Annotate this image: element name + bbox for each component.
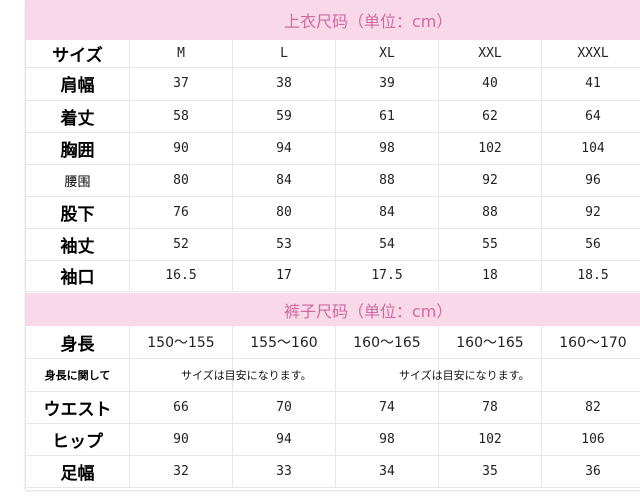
table-cell: 84 — [336, 196, 439, 228]
table-cell: M — [130, 40, 233, 67]
table-cell: 98 — [336, 132, 439, 164]
table-cell — [130, 358, 233, 391]
row-label: 身長に関して — [26, 358, 130, 391]
row-label: 身長 — [26, 326, 130, 358]
table-cell: 94 — [233, 132, 336, 164]
row-label: 足幅 — [26, 455, 130, 487]
table-row: サイズ M L XL XXL XXXL — [26, 40, 640, 68]
table-cell — [439, 358, 542, 391]
table-cell: 104 — [542, 132, 640, 164]
table-cell: 35 — [439, 455, 542, 487]
table-cell: 34 — [336, 455, 439, 487]
table-cell: 82 — [542, 391, 640, 423]
table-cell: 94 — [233, 423, 336, 455]
table-cell: 76 — [130, 196, 233, 228]
table-row: ウエスト 66 70 74 78 82 — [26, 391, 640, 424]
table-cell: 33 — [233, 455, 336, 487]
row-label: ヒップ — [26, 423, 130, 455]
table-cell: 160～165 — [336, 326, 439, 358]
table-cell: 78 — [439, 391, 542, 423]
row-label: サイズ — [26, 40, 130, 67]
table-cell: 41 — [542, 67, 640, 100]
table-cell: 102 — [439, 132, 542, 164]
table-cell: 150～155 — [130, 326, 233, 358]
table-row: 袖丈 52 53 54 55 56 — [26, 228, 640, 261]
table-cell: 62 — [439, 100, 542, 132]
table-row: 着丈 58 59 61 62 64 — [26, 100, 640, 133]
row-label: 着丈 — [26, 100, 130, 132]
table-cell: XXXL — [542, 40, 640, 67]
table-cell: 92 — [439, 164, 542, 196]
size-note: サイズは目安になります。 — [181, 369, 312, 382]
table-cell: 80 — [233, 196, 336, 228]
table-cell — [336, 358, 439, 391]
row-label: 胸囲 — [26, 132, 130, 164]
table-row: ヒップ 90 94 98 102 106 — [26, 423, 640, 456]
table-cell — [233, 358, 336, 391]
table-cell: 74 — [336, 391, 439, 423]
table-cell: 18.5 — [542, 260, 640, 291]
table-cell: 84 — [233, 164, 336, 196]
table-cell: 61 — [336, 100, 439, 132]
tops-title: 上衣尺码（单位：cm） — [284, 12, 453, 31]
table-cell: 36 — [542, 455, 640, 487]
table-cell: 70 — [233, 391, 336, 423]
pants-title: 裤子尺码（单位：cm） — [284, 301, 453, 321]
table-cell: 66 — [130, 391, 233, 423]
table-cell: 37 — [130, 67, 233, 100]
table-cell: 160～170 — [542, 326, 640, 358]
row-label: 袖口 — [26, 260, 130, 291]
table-cell: 155～160 — [233, 326, 336, 358]
table-cell: 98 — [336, 423, 439, 455]
table-cell: 96 — [542, 164, 640, 196]
table-cell: 18 — [439, 260, 542, 291]
table-cell: 90 — [130, 423, 233, 455]
table-row: 身長に関して サイズは目安になります。 サイズは目安になります。 — [26, 358, 640, 392]
table-cell: 92 — [542, 196, 640, 228]
table-cell: 88 — [336, 164, 439, 196]
table-cell: 53 — [233, 228, 336, 260]
table-cell: 90 — [130, 132, 233, 164]
table-cell: 52 — [130, 228, 233, 260]
row-label: 肩幅 — [26, 67, 130, 100]
size-note: サイズは目安になります。 — [399, 369, 530, 382]
row-label: 腰围 — [26, 164, 130, 196]
table-cell: 64 — [542, 100, 640, 132]
table-cell: 39 — [336, 67, 439, 100]
pants-title-band: 裤子尺码（单位：cm） — [26, 293, 640, 326]
table-cell: 59 — [233, 100, 336, 132]
table-row: 足幅 32 33 34 35 36 — [26, 455, 640, 488]
table-row: 股下 76 80 84 88 92 — [26, 196, 640, 229]
table-cell: 80 — [130, 164, 233, 196]
table-cell: L — [233, 40, 336, 67]
row-label: ウエスト — [26, 391, 130, 423]
table-row: 肩幅 37 38 39 40 41 — [26, 67, 640, 101]
table-cell: 56 — [542, 228, 640, 260]
table-cell: 16.5 — [130, 260, 233, 291]
tops-title-band: 上衣尺码（单位：cm） — [26, 0, 640, 40]
table-cell: 38 — [233, 67, 336, 100]
table-row: 腰围 80 84 88 92 96 — [26, 164, 640, 197]
table-cell: 17.5 — [336, 260, 439, 291]
table-cell — [542, 358, 640, 391]
table-cell: XXL — [439, 40, 542, 67]
table-cell: XL — [336, 40, 439, 67]
table-cell: 58 — [130, 100, 233, 132]
table-cell: 102 — [439, 423, 542, 455]
row-label: 股下 — [26, 196, 130, 228]
table-cell: 88 — [439, 196, 542, 228]
table-cell: 40 — [439, 67, 542, 100]
table-cell: 17 — [233, 260, 336, 291]
table-row: 袖口 16.5 17 17.5 18 18.5 — [26, 260, 640, 292]
row-label: 袖丈 — [26, 228, 130, 260]
table-row: 身長 150～155 155～160 160～165 160～165 160～170 — [26, 326, 640, 359]
table-cell: 55 — [439, 228, 542, 260]
table-cell: 106 — [542, 423, 640, 455]
table-row: 胸囲 90 94 98 102 104 — [26, 132, 640, 165]
table-cell: 160～165 — [439, 326, 542, 358]
size-chart-table: 上衣尺码（单位：cm） サイズ M L XL XXL XXXL 肩幅 37 38 39 40 41 着丈… — [25, 0, 640, 490]
table-cell: 54 — [336, 228, 439, 260]
table-cell: 32 — [130, 455, 233, 487]
